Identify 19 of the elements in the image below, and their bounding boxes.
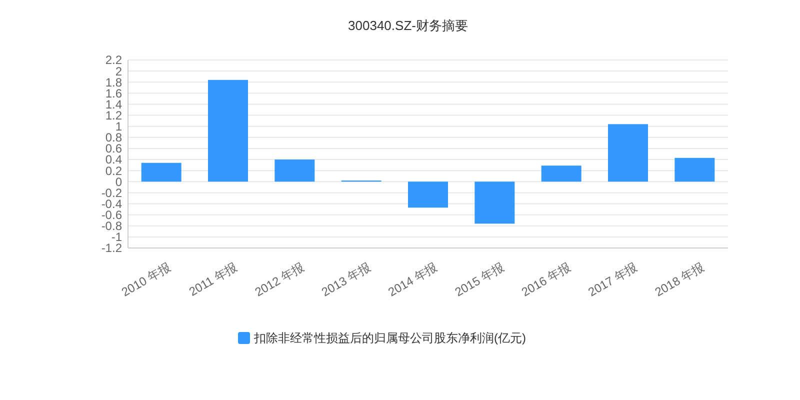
- bar: [608, 124, 648, 182]
- x-tick-label: 2010 年报: [119, 260, 173, 300]
- x-tick-label: 2011 年报: [186, 260, 240, 299]
- bar: [474, 182, 515, 224]
- bar: [408, 182, 448, 208]
- legend-label: 扣除非经常性损益后的归属母公司股东净利润(亿元): [253, 331, 526, 346]
- bar: [141, 162, 182, 182]
- chart-title: 300340.SZ-财务摘要: [348, 18, 468, 33]
- x-tick-label: 2014 年报: [386, 260, 440, 300]
- x-tick-label: 2012 年报: [252, 260, 306, 300]
- bar: [541, 166, 582, 182]
- bar: [274, 160, 315, 182]
- x-tick-label: 2015 年报: [452, 260, 506, 300]
- x-tick-label: 2017 年报: [586, 260, 640, 300]
- x-tick-label: 2013 年报: [319, 260, 373, 300]
- x-tick-label: 2016 年报: [519, 260, 573, 300]
- x-tick-label: 2018 年报: [652, 260, 706, 300]
- bar: [208, 80, 248, 182]
- bar: [674, 158, 715, 182]
